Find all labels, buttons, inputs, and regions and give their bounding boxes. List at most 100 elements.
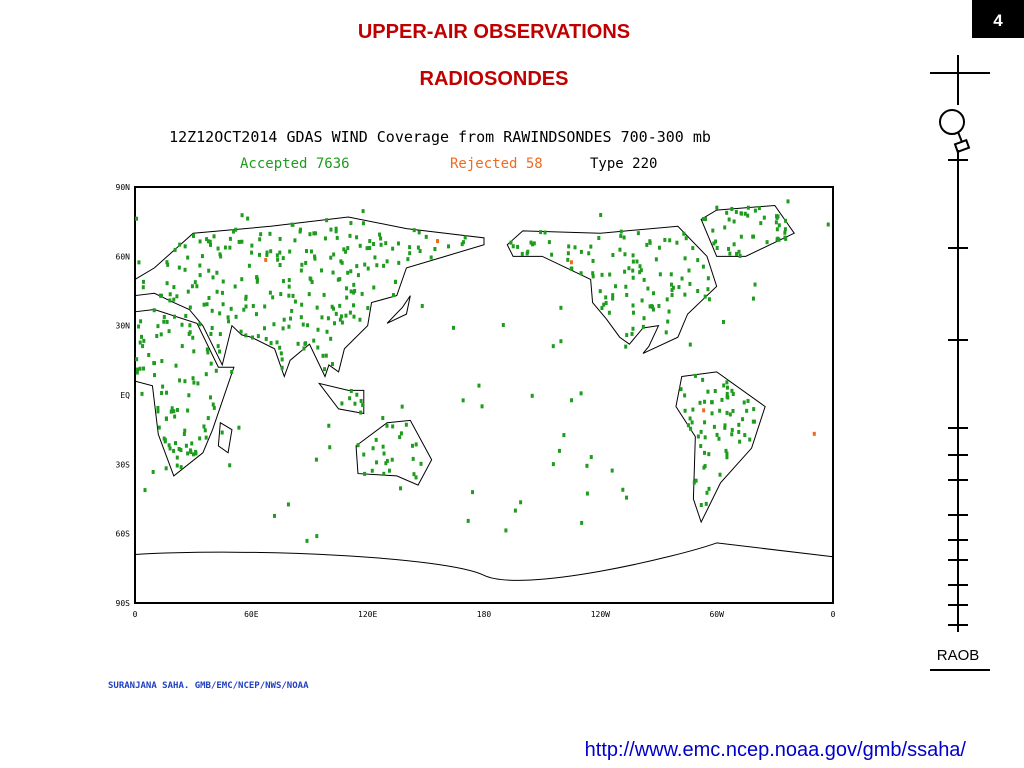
accepted-station — [365, 246, 369, 251]
accepted-station — [630, 331, 634, 336]
accepted-station — [234, 314, 238, 319]
accepted-station — [159, 332, 163, 337]
accepted-station — [710, 400, 714, 405]
accepted-station — [290, 308, 294, 313]
accepted-station — [269, 249, 273, 254]
accepted-station — [293, 238, 297, 243]
accepted-station — [334, 311, 338, 316]
rejected-station — [436, 239, 440, 244]
accepted-station — [191, 376, 195, 381]
accepted-station — [352, 282, 356, 287]
accepted-station — [732, 219, 736, 224]
accepted-station — [263, 326, 267, 331]
accepted-station — [363, 262, 367, 267]
accepted-station — [362, 452, 366, 457]
accepted-station — [691, 407, 695, 412]
accepted-station — [550, 252, 554, 257]
accepted-station — [725, 455, 729, 460]
accepted-station — [387, 468, 391, 473]
accepted-station — [706, 389, 710, 394]
accepted-station — [143, 488, 147, 493]
accepted-station — [529, 240, 533, 245]
accepted-station — [356, 273, 360, 278]
accepted-station — [715, 246, 719, 251]
accepted-station — [699, 502, 703, 507]
accepted-station — [519, 500, 523, 505]
accepted-station — [451, 325, 455, 330]
accepted-station — [604, 295, 608, 300]
accepted-station — [205, 237, 209, 242]
accepted-station — [703, 435, 707, 440]
accepted-station — [396, 241, 400, 246]
accepted-station — [420, 303, 424, 308]
accepted-station — [263, 304, 267, 309]
accepted-station — [504, 528, 508, 533]
accepted-station — [652, 291, 656, 296]
accepted-station — [752, 407, 756, 412]
accepted-station — [206, 239, 210, 244]
accepted-station — [725, 210, 729, 215]
accepted-station — [381, 444, 385, 449]
accepted-station — [219, 254, 223, 259]
accepted-station — [391, 246, 395, 251]
accepted-station — [192, 349, 196, 354]
accepted-station — [741, 417, 745, 422]
rejected-station — [812, 431, 816, 436]
accepted-station — [188, 448, 192, 453]
accepted-station — [707, 452, 711, 457]
accepted-station — [208, 242, 212, 247]
accepted-station — [306, 323, 310, 328]
accepted-station — [703, 420, 707, 425]
accepted-station — [211, 275, 215, 280]
accepted-station — [738, 439, 742, 444]
accepted-station — [209, 331, 213, 336]
accepted-station — [711, 228, 715, 233]
accepted-station — [723, 425, 727, 430]
accepted-station — [718, 408, 722, 413]
accepted-station — [204, 435, 208, 440]
accepted-station — [752, 234, 756, 239]
lat-label: 90N — [116, 183, 131, 192]
accepted-station — [164, 466, 168, 471]
accepted-station — [302, 346, 306, 351]
accepted-station — [399, 486, 403, 491]
accepted-station — [759, 221, 763, 226]
accepted-station — [198, 322, 202, 327]
accepted-station — [188, 305, 192, 310]
accepted-station — [551, 462, 555, 467]
accepted-station — [631, 310, 635, 315]
accepted-station — [410, 443, 414, 448]
accepted-station — [646, 286, 650, 291]
accepted-station — [680, 276, 684, 281]
accepted-station — [352, 290, 356, 295]
accepted-station — [325, 218, 329, 223]
accepted-station — [746, 398, 750, 403]
accepted-station — [256, 334, 260, 339]
accepted-station — [639, 268, 643, 273]
accepted-station — [511, 244, 515, 249]
accepted-station — [743, 211, 747, 216]
accepted-station — [774, 220, 778, 225]
url[interactable]: http://www.emc.ncep.noaa.gov/gmb/ssaha/ — [585, 739, 967, 761]
accepted-station — [157, 425, 161, 430]
accepted-station — [147, 352, 151, 357]
accepted-station — [642, 316, 646, 321]
accepted-station — [183, 428, 187, 433]
accepted-station — [683, 408, 687, 413]
lon-label: 60W — [709, 610, 724, 619]
accepted-station — [783, 227, 787, 232]
accepted-station — [631, 268, 635, 273]
accepted-station — [234, 227, 238, 232]
accepted-station — [231, 229, 235, 234]
rejected-station — [264, 257, 268, 262]
accepted-station — [730, 206, 734, 211]
accepted-station — [162, 319, 166, 324]
accepted-station — [342, 247, 346, 252]
accepted-station — [753, 208, 757, 213]
accepted-station — [732, 242, 736, 247]
accepted-station — [702, 465, 706, 470]
accepted-station — [359, 410, 363, 415]
accepted-station — [174, 441, 178, 446]
accepted-station — [303, 341, 307, 346]
